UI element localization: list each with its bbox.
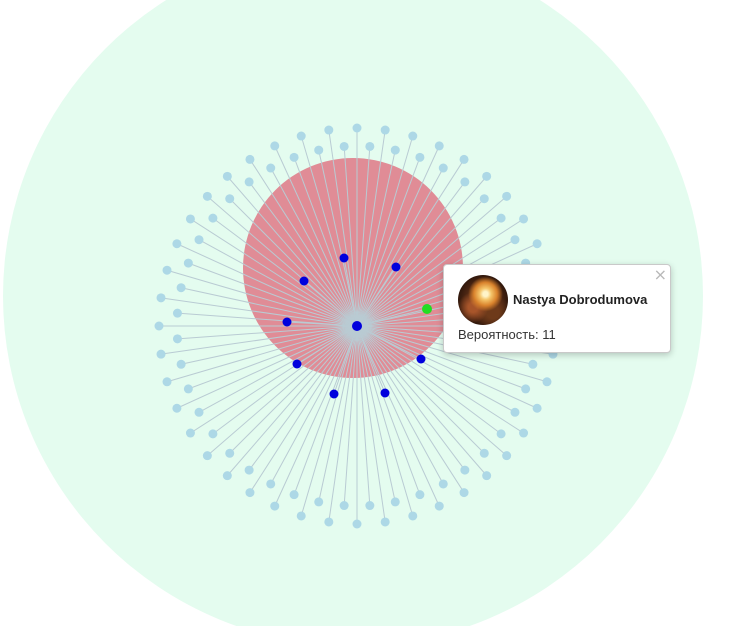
outer-node[interactable] — [176, 283, 186, 293]
outer-node[interactable] — [245, 154, 255, 164]
outer-node[interactable] — [296, 511, 306, 521]
outer-node[interactable] — [270, 141, 280, 151]
outer-node[interactable] — [172, 308, 182, 318]
outer-node[interactable] — [479, 448, 489, 458]
inner-node[interactable] — [282, 317, 292, 327]
outer-node[interactable] — [183, 384, 193, 394]
outer-node[interactable] — [172, 334, 182, 344]
outer-node[interactable] — [266, 163, 276, 173]
outer-node[interactable] — [390, 497, 400, 507]
inner-node[interactable] — [416, 354, 426, 364]
outer-node[interactable] — [408, 131, 418, 141]
node-tooltip: × Nastya Dobrodumova Вероятность: 11 — [443, 264, 671, 353]
outer-node[interactable] — [266, 479, 276, 489]
selected-node[interactable] — [422, 304, 432, 314]
outer-node[interactable] — [390, 145, 400, 155]
outer-node[interactable] — [289, 152, 299, 162]
outer-node[interactable] — [202, 451, 212, 461]
outer-node[interactable] — [208, 213, 218, 223]
outer-node[interactable] — [519, 428, 529, 438]
outer-node[interactable] — [438, 479, 448, 489]
tooltip-user-name: Nastya Dobrodumova — [513, 292, 648, 307]
inner-node[interactable] — [292, 359, 302, 369]
outer-node[interactable] — [528, 359, 538, 369]
outer-node[interactable] — [502, 451, 512, 461]
inner-node[interactable] — [299, 276, 309, 286]
outer-node[interactable] — [296, 131, 306, 141]
outer-node[interactable] — [208, 429, 218, 439]
outer-node[interactable] — [502, 191, 512, 201]
outer-node[interactable] — [532, 239, 542, 249]
outer-node[interactable] — [482, 471, 492, 481]
center-node[interactable] — [352, 321, 362, 331]
outer-node[interactable] — [479, 194, 489, 204]
outer-node[interactable] — [154, 321, 164, 331]
outer-node[interactable] — [156, 293, 166, 303]
outer-node[interactable] — [225, 448, 235, 458]
outer-node[interactable] — [408, 511, 418, 521]
inner-node[interactable] — [391, 262, 401, 272]
outer-node[interactable] — [202, 191, 212, 201]
inner-node[interactable] — [329, 389, 339, 399]
tooltip-probability: Вероятность: 11 — [458, 327, 556, 342]
outer-node[interactable] — [339, 141, 349, 151]
outer-node[interactable] — [459, 154, 469, 164]
outer-node[interactable] — [183, 258, 193, 268]
outer-node[interactable] — [270, 501, 280, 511]
outer-node[interactable] — [496, 213, 506, 223]
outer-node[interactable] — [510, 235, 520, 245]
outer-node[interactable] — [222, 171, 232, 181]
outer-node[interactable] — [194, 407, 204, 417]
probability-label: Вероятность: — [458, 327, 539, 342]
outer-node[interactable] — [434, 141, 444, 151]
outer-node[interactable] — [521, 384, 531, 394]
outer-node[interactable] — [314, 145, 324, 155]
outer-node[interactable] — [244, 177, 254, 187]
outer-node[interactable] — [162, 377, 172, 387]
inner-node[interactable] — [339, 253, 349, 263]
outer-node[interactable] — [365, 501, 375, 511]
outer-node[interactable] — [380, 125, 390, 135]
outer-node[interactable] — [185, 214, 195, 224]
outer-node[interactable] — [510, 407, 520, 417]
outer-node[interactable] — [532, 403, 542, 413]
outer-node[interactable] — [289, 490, 299, 500]
outer-node[interactable] — [314, 497, 324, 507]
outer-node[interactable] — [339, 501, 349, 511]
outer-node[interactable] — [496, 429, 506, 439]
outer-node[interactable] — [225, 194, 235, 204]
outer-node[interactable] — [352, 519, 362, 529]
inner-node[interactable] — [380, 388, 390, 398]
outer-node[interactable] — [352, 123, 362, 133]
outer-node[interactable] — [162, 265, 172, 275]
outer-node[interactable] — [185, 428, 195, 438]
outer-node[interactable] — [324, 125, 334, 135]
outer-node[interactable] — [245, 488, 255, 498]
outer-node[interactable] — [542, 377, 552, 387]
outer-node[interactable] — [194, 235, 204, 245]
outer-node[interactable] — [222, 471, 232, 481]
outer-node[interactable] — [438, 163, 448, 173]
outer-node[interactable] — [324, 517, 334, 527]
outer-node[interactable] — [415, 490, 425, 500]
outer-node[interactable] — [434, 501, 444, 511]
outer-node[interactable] — [172, 403, 182, 413]
outer-node[interactable] — [380, 517, 390, 527]
outer-node[interactable] — [460, 465, 470, 475]
outer-node[interactable] — [482, 171, 492, 181]
outer-node[interactable] — [172, 239, 182, 249]
outer-node[interactable] — [459, 488, 469, 498]
outer-node[interactable] — [156, 349, 166, 359]
outer-node[interactable] — [365, 141, 375, 151]
outer-node[interactable] — [460, 177, 470, 187]
outer-node[interactable] — [519, 214, 529, 224]
outer-node[interactable] — [176, 359, 186, 369]
avatar — [458, 275, 508, 325]
outer-node[interactable] — [415, 152, 425, 162]
probability-value: 11 — [542, 327, 556, 342]
inner-nodes-layer — [282, 253, 432, 399]
outer-node[interactable] — [244, 465, 254, 475]
close-icon[interactable]: × — [653, 265, 667, 284]
